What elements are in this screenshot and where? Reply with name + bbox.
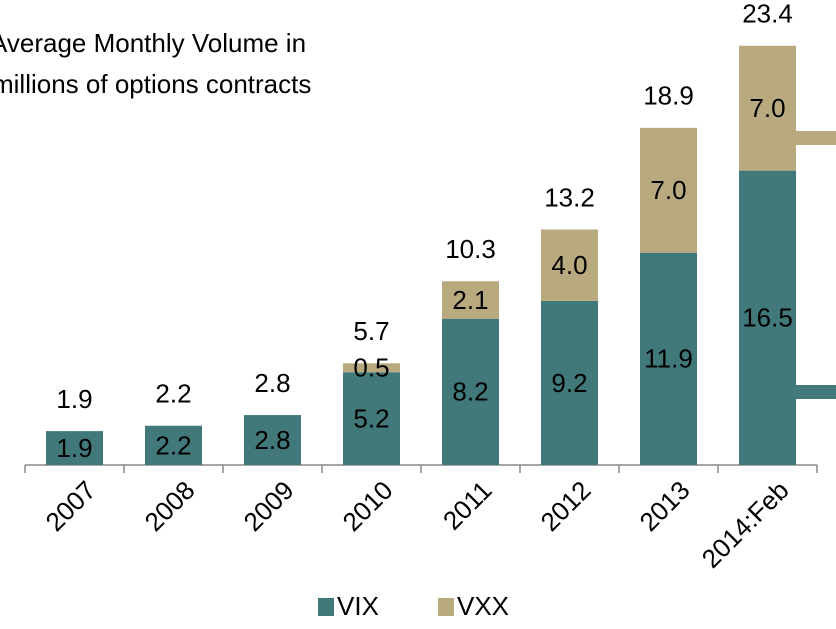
bar-segment [640, 252, 697, 465]
x-tick-label: 2009 [237, 475, 299, 537]
bar-segment [343, 372, 400, 465]
data-label: 0.5 [353, 353, 389, 383]
bar-segment [640, 127, 697, 253]
bar-segment [739, 45, 796, 171]
total-label: 1.9 [56, 384, 92, 414]
data-label: 8.2 [452, 377, 488, 407]
legend-label: VXX [457, 591, 509, 621]
data-label: 16.5 [742, 303, 793, 333]
bar-segment [343, 363, 400, 373]
data-label: 4.0 [551, 250, 587, 280]
x-tick-label: 2011 [437, 475, 498, 536]
bar-segment [46, 431, 103, 465]
legend-fragment [795, 131, 836, 145]
legend-label: VIX [337, 591, 379, 621]
total-label: 13.2 [544, 182, 595, 212]
bar-segment [541, 300, 598, 465]
bar-segment [541, 229, 598, 301]
total-label: 2.8 [254, 368, 290, 398]
data-label: 2.8 [254, 425, 290, 455]
data-label: 2.2 [155, 430, 191, 460]
data-label: 11.9 [644, 344, 693, 374]
x-tick-label: 2013 [633, 475, 695, 537]
legend-swatch [438, 598, 454, 616]
chart-title: Average Monthly Volume in [0, 28, 306, 58]
x-tick-label: 2007 [39, 475, 101, 537]
bar-segment [739, 170, 796, 465]
data-label: 7.0 [650, 175, 686, 205]
total-label: 5.7 [353, 316, 389, 346]
total-label: 10.3 [445, 234, 496, 264]
data-label: 2.1 [452, 285, 488, 315]
total-label: 23.4 [742, 0, 793, 29]
bar-segment [244, 415, 301, 465]
data-label: 5.2 [353, 403, 389, 433]
bar-segment [442, 281, 499, 319]
bar-segment [145, 425, 202, 465]
x-tick-label: 2012 [534, 475, 596, 537]
data-label: 9.2 [551, 368, 587, 398]
data-label: 7.0 [749, 93, 785, 123]
total-label: 2.2 [155, 379, 191, 409]
total-label: 18.9 [643, 81, 694, 111]
data-label: 1.9 [56, 433, 92, 463]
chart-title: millions of options contracts [0, 69, 311, 99]
legend-swatch [318, 598, 334, 616]
x-tick-label: 2010 [336, 475, 398, 537]
x-tick-label: 2014:Feb [696, 475, 795, 574]
legend-fragment [795, 385, 836, 399]
bar-segment [442, 318, 499, 465]
x-tick-label: 2008 [138, 475, 200, 537]
